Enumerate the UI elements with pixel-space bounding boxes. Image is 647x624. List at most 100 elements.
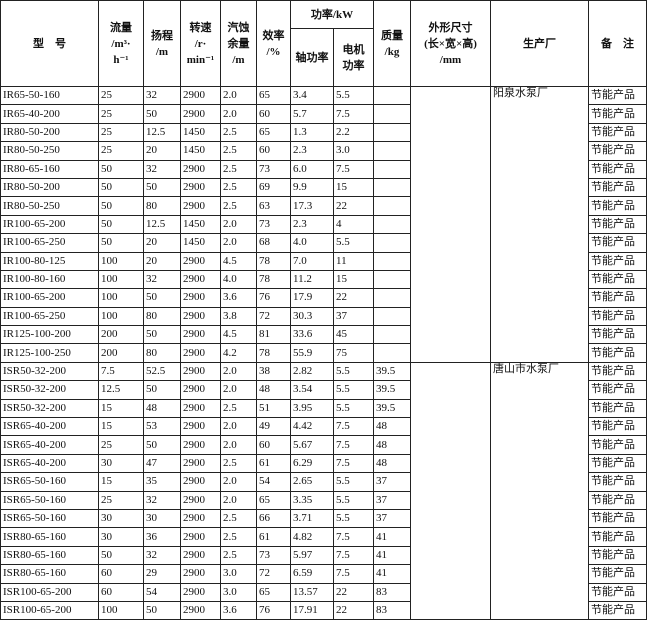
cell: 50	[98, 233, 144, 253]
cell: 72	[256, 306, 291, 327]
cell: 7.5	[333, 104, 374, 124]
cell: 22	[333, 288, 374, 308]
cell: ISR50-32-200	[0, 398, 99, 419]
cell: 节能产品	[588, 325, 647, 345]
cell: 41	[373, 527, 411, 547]
data-row: ISR80-65-160 30 36 2900 2.5 61 4.82 7.5 41 节能产品	[0, 527, 647, 547]
cell: 6.29	[290, 453, 334, 474]
cell: 32	[143, 85, 181, 106]
header-line: 转速	[189, 21, 212, 34]
cell: 7.5	[333, 417, 374, 437]
cell: 49	[256, 417, 291, 437]
header-cell: 功率/kW	[290, 0, 374, 29]
cell: 65	[256, 582, 291, 602]
cell: 7.5	[98, 361, 144, 382]
header-line: /mm	[439, 53, 462, 66]
cell: 2.5	[220, 398, 257, 419]
cell	[373, 214, 411, 235]
header-line: /m	[232, 53, 245, 66]
cell: 61	[256, 453, 291, 474]
cell: ISR100-65-200	[0, 582, 99, 602]
cell: 2900	[180, 453, 221, 474]
table-header: 型 号 流量/m³· h⁻¹ 扬程/m 转速/r· min⁻¹ 汽蚀 余量/m 效率 /% 功率/k…	[0, 0, 647, 87]
cell: ISR80-65-160	[0, 527, 99, 547]
cell: 65	[256, 85, 291, 106]
cell: 节能产品	[588, 122, 647, 143]
cell: 66	[256, 508, 291, 529]
cell: 1450	[180, 122, 221, 143]
cell: 2900	[180, 417, 221, 437]
cell: 61	[256, 527, 291, 547]
cell: 83	[373, 600, 411, 621]
cell: 4.2	[220, 343, 257, 363]
cell: 80	[143, 306, 181, 327]
cell: 2.65	[290, 472, 334, 492]
cell: 22	[333, 582, 374, 602]
cell: 30.3	[290, 306, 334, 327]
cell: IR80-50-250	[0, 141, 99, 161]
cell: 25	[98, 435, 144, 455]
cell: 2900	[180, 508, 221, 529]
cell: 2.0	[220, 85, 257, 106]
data-row: ISR50-32-200 7.5 52.5 2900 2.0 38 2.82 5.5 39.5 唐…	[0, 361, 647, 621]
cell: ISR80-65-160	[0, 564, 99, 584]
cell	[373, 251, 411, 271]
dims-cell	[410, 86, 491, 363]
cell: 2900	[180, 159, 221, 179]
cell: 30	[98, 508, 144, 529]
cell: 节能产品	[588, 196, 647, 216]
cell: 37	[373, 490, 411, 510]
cell: ISR65-50-160	[0, 490, 99, 510]
cell: 节能产品	[588, 380, 647, 400]
dims-cell	[410, 361, 491, 621]
cell: ISR65-50-160	[0, 508, 99, 529]
cell: 节能产品	[588, 435, 647, 455]
cell: 20	[143, 141, 181, 161]
cell: 25	[98, 490, 144, 510]
cell: 53	[143, 417, 181, 437]
cell: 25	[98, 141, 144, 161]
cell: 20	[143, 251, 181, 271]
cell: 52.5	[143, 361, 181, 382]
cell: 55.9	[290, 343, 334, 363]
cell: 15	[98, 472, 144, 492]
cell: 1450	[180, 141, 221, 161]
cell: 50	[143, 600, 181, 621]
header-cell: 质量/kg	[373, 0, 411, 87]
header-cell: 备 注	[588, 0, 647, 87]
cell: 54	[143, 582, 181, 602]
cell: IR65-50-160	[0, 85, 99, 106]
header-line: 扬程	[151, 29, 173, 42]
header-cell: 转速/r· min⁻¹	[180, 0, 221, 87]
cell: 3.0	[220, 582, 257, 602]
data-row: ISR50-32-200 12.5 50 2900 2.0 48 3.54 5.5 39.5 节能…	[0, 380, 647, 400]
cell: 节能产品	[588, 453, 647, 474]
cell: 5.97	[290, 545, 334, 566]
cell: 2.82	[290, 361, 334, 382]
data-row: ISR80-65-160 60 29 2900 3.0 72 6.59 7.5 41 节能产品	[0, 564, 647, 584]
cell: 11	[333, 251, 374, 271]
cell: 2900	[180, 435, 221, 455]
cell: 7.5	[333, 159, 374, 179]
cell: 48	[373, 417, 411, 437]
cell	[373, 104, 411, 124]
cell: 4	[333, 214, 374, 235]
cell: 3.6	[220, 600, 257, 621]
header-cell: 扬程/m	[143, 0, 181, 87]
cell	[373, 196, 411, 216]
data-row: IR100-65-200 50 12.5 1450 2.0 73 2.3 4 节能产品	[0, 214, 647, 235]
cell: IR80-50-250	[0, 196, 99, 216]
cell: 2.0	[220, 233, 257, 253]
cell: 2.5	[220, 527, 257, 547]
cell: ISR65-40-200	[0, 417, 99, 437]
cell: 2900	[180, 398, 221, 419]
cell	[373, 233, 411, 253]
cell: 节能产品	[588, 490, 647, 510]
cell: 2.5	[220, 159, 257, 179]
cell: 12.5	[98, 380, 144, 400]
cell: 2900	[180, 600, 221, 621]
cell: 45	[333, 325, 374, 345]
cell: ISR65-40-200	[0, 453, 99, 474]
cell: 4.42	[290, 417, 334, 437]
